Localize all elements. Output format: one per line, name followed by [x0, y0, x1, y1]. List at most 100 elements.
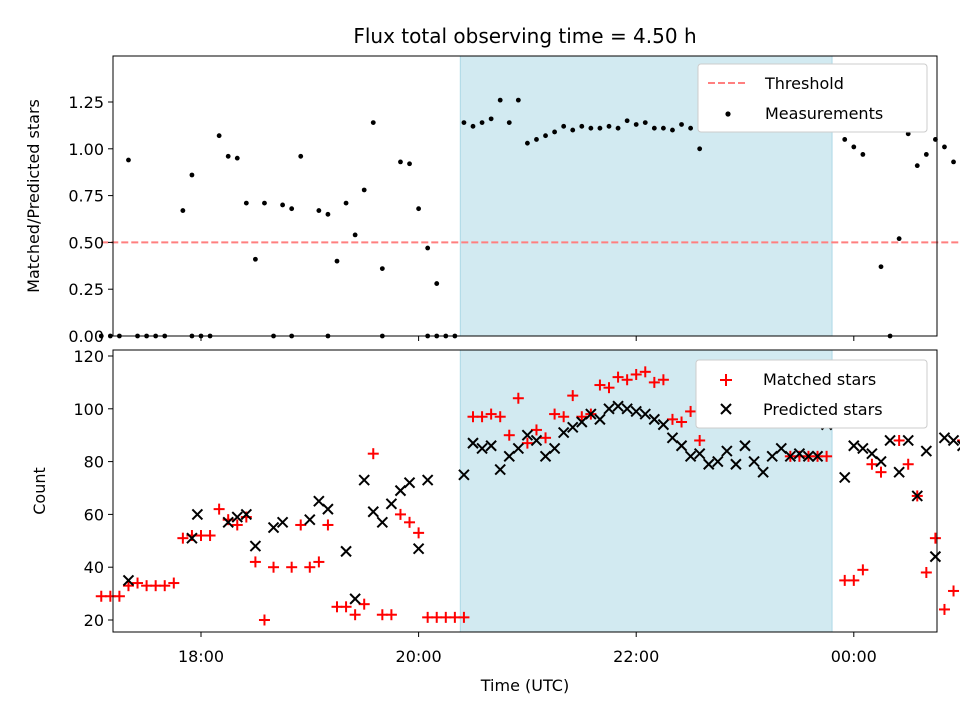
matched-point-19 [268, 561, 280, 573]
predicted-point-b [539, 450, 552, 463]
measurement-point-93 [914, 163, 920, 169]
predicted-point-b [313, 495, 325, 507]
predicted-point-59 [793, 447, 806, 460]
measurement-point-57 [588, 125, 594, 131]
predicted-point-72 [920, 445, 933, 457]
predicted-point-34 [567, 421, 579, 433]
predicted-point-b [557, 426, 570, 439]
predicted-point-b [621, 403, 633, 415]
predicted-point-b [802, 450, 815, 463]
p2-y-ticks: 20 40 60 80 100 120 [73, 347, 113, 630]
measurement-point-40 [416, 206, 421, 212]
predicted-point-b [304, 513, 316, 526]
measurement-point-62 [633, 122, 639, 127]
matched-point-26 [340, 601, 352, 613]
measurement-point-92 [905, 131, 911, 137]
matched-point-54 [594, 379, 606, 391]
measurement-point-33 [343, 200, 349, 206]
predicted-point-8 [276, 516, 289, 529]
measurement-point-39 [407, 161, 412, 167]
predicted-point-57 [775, 442, 787, 455]
y-tick-label-6: 120 [73, 347, 104, 366]
predicted-point-b [784, 450, 797, 463]
predicted-point-76 [956, 440, 960, 452]
predicted-point-b [548, 442, 561, 455]
predicted-point-2 [191, 508, 204, 521]
matched-point-43 [494, 411, 506, 423]
predicted-point-b [421, 474, 434, 486]
predicted-point-38 [603, 403, 615, 415]
measurement-point-32 [334, 258, 340, 264]
matched-point-21 [295, 519, 307, 531]
predicted-point-60 [802, 450, 815, 463]
predicted-point-a [956, 440, 960, 445]
measurement-point-18 [126, 157, 131, 163]
predicted-point-19 [403, 477, 416, 489]
predicted-point-61 [811, 450, 824, 463]
matched-point-83 [857, 564, 869, 576]
predicted-point-43 [648, 413, 661, 426]
predicted-point-41 [630, 405, 642, 418]
matched-point-8 [168, 577, 180, 589]
predicted-point-29 [521, 429, 534, 441]
predicted-point-b [122, 574, 135, 587]
predicted-point-27 [503, 450, 515, 463]
p1-x-ticks [200, 336, 855, 341]
predicted-point-40 [621, 403, 633, 415]
matched-point-41 [476, 411, 488, 423]
matched-point-7 [159, 580, 171, 592]
x-axis-label: Time (UTC) [480, 676, 569, 695]
measurement-point-27 [280, 202, 285, 208]
matched-point-88 [902, 458, 914, 470]
predicted-point-b [186, 532, 198, 544]
predicted-point-70 [902, 434, 914, 447]
matched-point-60 [648, 376, 660, 388]
matched-point-2 [113, 590, 125, 602]
predicted-point-75 [947, 434, 960, 447]
x-tick-label-3: 22:00 [613, 647, 659, 666]
predicted-point-24 [476, 442, 488, 455]
predicted-point-b [521, 429, 534, 441]
predicted-point-b [394, 484, 407, 497]
matched-point-17 [249, 556, 261, 568]
predicted-point-b [657, 418, 670, 431]
y-tick-label-1: 20 [84, 611, 104, 630]
predicted-point-17 [385, 498, 398, 510]
predicted-point-b [567, 421, 579, 433]
matched-point-9 [177, 532, 189, 544]
measurement-point-44 [470, 123, 476, 129]
y-tick-label-5: 100 [73, 400, 104, 419]
predicted-point-b [403, 477, 416, 489]
matched-point-45 [512, 392, 524, 404]
measurement-point-55 [570, 127, 576, 133]
measurement-point-87 [860, 152, 866, 157]
measurement-point-21 [216, 133, 222, 139]
predicted-point-9 [304, 513, 316, 526]
predicted-point-b [458, 469, 470, 481]
predicted-point-b [503, 450, 515, 463]
measurement-point-85 [842, 137, 848, 142]
predicted-point-67 [875, 455, 887, 468]
matched-point-31 [385, 609, 397, 621]
matched-point-3 [122, 580, 134, 592]
y-tick-label-4: 0.75 [68, 187, 104, 206]
count-points [95, 366, 960, 626]
predicted-point-b [630, 405, 642, 418]
predicted-point-74 [938, 432, 951, 444]
predicted-point-b [367, 506, 379, 518]
measurement-point-59 [606, 123, 612, 129]
predicted-point-b [684, 450, 697, 463]
predicted-point-64 [848, 440, 860, 452]
predicted-point-5 [240, 508, 253, 521]
measurement-point-0 [98, 333, 104, 339]
y-tick-label-1: 0.00 [68, 327, 104, 346]
top-panel: 0.00 0.25 0.50 0.75 1.00 1.25 Matched/Predict… [24, 55, 960, 346]
predicted-point-33 [557, 426, 570, 439]
measurement-point-97 [951, 159, 956, 165]
matched-point-61 [657, 374, 669, 386]
measurement-point-60 [615, 125, 621, 131]
matched-point-32 [394, 508, 406, 520]
predicted-point-45 [666, 432, 679, 444]
